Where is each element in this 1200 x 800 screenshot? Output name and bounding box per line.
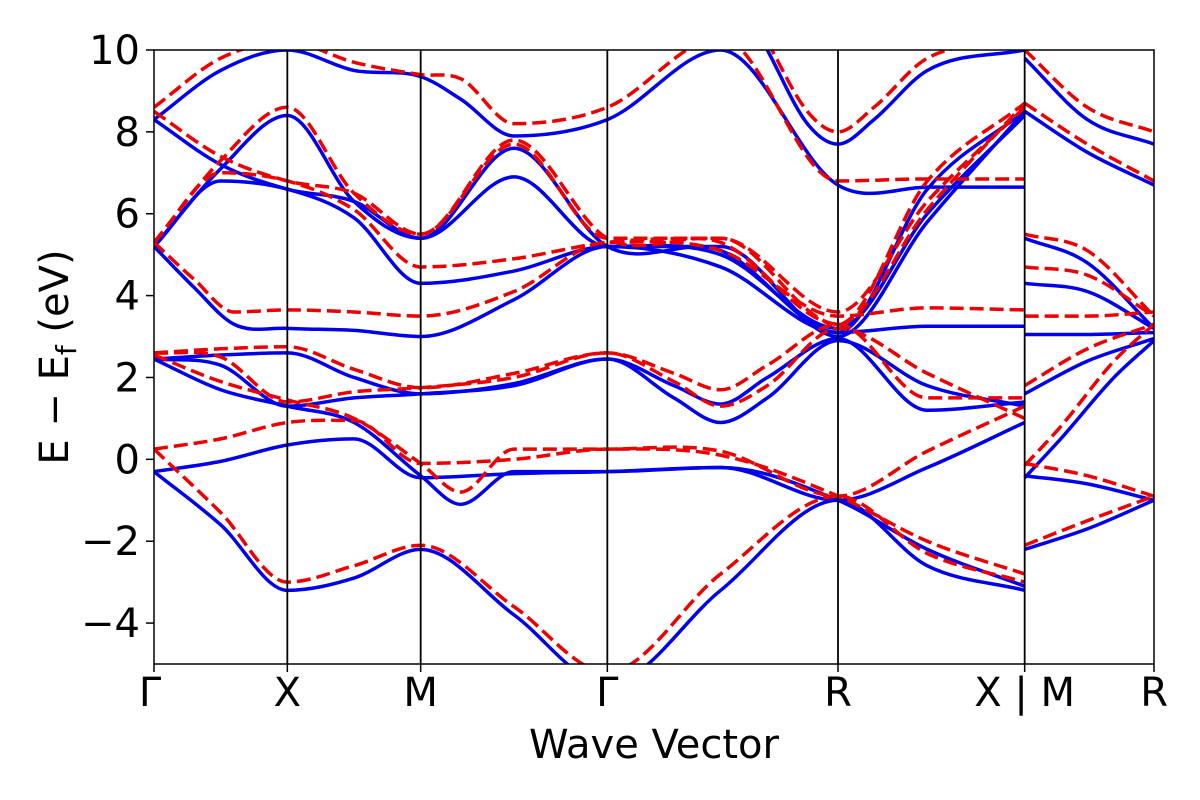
- red-band-line-3: [154, 353, 1026, 498]
- blue-band-line-20: [1023, 56, 1154, 146]
- blue-band-line-15: [1023, 336, 1154, 396]
- x-tick-label-3: Γ: [596, 670, 619, 716]
- red-band-line-2: [154, 418, 1026, 576]
- x-tick-label-0: Γ: [139, 670, 162, 716]
- red-band-line-15: [1023, 322, 1154, 388]
- y-ticks: 10 8 6 4 2 0 −2 −4: [81, 28, 154, 647]
- red-band-line-10: [154, 50, 1025, 183]
- blue-band-line-13: [1024, 473, 1154, 502]
- red-band-line-18: [1024, 232, 1154, 318]
- y-tick-label-5: 0: [115, 437, 140, 483]
- blue-band-line-3: [154, 357, 1026, 507]
- red-band-line-7: [154, 106, 1026, 314]
- x-tick-label-6: R: [1140, 670, 1168, 716]
- blue-band-line-10: [154, 50, 1025, 196]
- y-axis-label: E − Ef (eV): [32, 249, 83, 464]
- x-tick-label-1: X: [274, 670, 301, 716]
- kpoint-lines: [286, 50, 1026, 664]
- red-band-line-9: [154, 101, 1026, 327]
- y-tick-label-0: 10: [89, 28, 140, 74]
- red-band-line-20: [1023, 50, 1154, 134]
- blue-band-line-11: [765, 50, 1026, 146]
- plot-frame: [153, 49, 1155, 665]
- red-band-line-14: [1023, 322, 1154, 467]
- blue-band-line-8: [154, 110, 1026, 339]
- y-tick-label-6: −2: [81, 519, 140, 565]
- red-band-line-19: [1023, 101, 1154, 183]
- y-tick-label-1: 8: [115, 110, 140, 156]
- red-band-line-8: [154, 102, 1026, 327]
- red-band-line-17: [1024, 265, 1154, 318]
- red-band-line-16: [1024, 310, 1154, 318]
- red-band-line-1: [154, 447, 1026, 664]
- x-axis-label: Wave Vector: [529, 722, 780, 768]
- series-layer: [154, 50, 1154, 664]
- blue-band-line-12: [1024, 498, 1154, 552]
- red-band-line-12: [1024, 494, 1154, 547]
- y-axis-label-unit: (eV): [32, 249, 78, 345]
- red-band-line-11: [769, 50, 956, 134]
- y-tick-label-3: 4: [115, 274, 140, 320]
- blue-band-line-19: [1023, 109, 1154, 187]
- y-axis-label-subscript: f: [50, 344, 83, 355]
- x-tick-label-4: R: [824, 670, 852, 716]
- blue-band-line-17: [1024, 281, 1154, 330]
- blue-band-line-18: [1024, 236, 1154, 330]
- x-ticks: Γ X M Γ R X | M R: [139, 664, 1168, 716]
- x-tick-label-2: M: [403, 670, 438, 716]
- y-tick-label-4: 2: [115, 355, 140, 401]
- blue-band-line-2: [154, 437, 1026, 588]
- blue-band-line-14: [1023, 339, 1154, 479]
- red-band-line-13: [1024, 461, 1154, 498]
- blue-band-line-16: [1024, 330, 1154, 337]
- blue-band-line-5: [154, 336, 1025, 412]
- x-tick-label-5: X | M: [974, 670, 1075, 716]
- blue-band-line-1: [154, 470, 1026, 664]
- y-tick-label-2: 6: [115, 192, 140, 238]
- y-tick-label-7: −4: [81, 601, 140, 647]
- y-axis-label-main: E − E: [32, 355, 78, 465]
